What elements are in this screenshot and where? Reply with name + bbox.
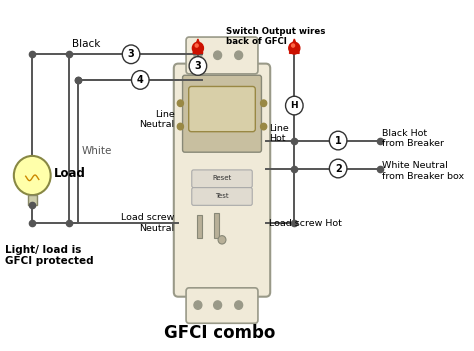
Circle shape (122, 45, 140, 64)
Polygon shape (193, 39, 203, 53)
Circle shape (329, 159, 347, 178)
Text: Reset: Reset (212, 175, 232, 181)
Bar (197, 215, 202, 238)
Circle shape (218, 236, 226, 244)
Circle shape (177, 123, 183, 130)
Circle shape (285, 96, 303, 115)
Circle shape (131, 71, 149, 89)
Circle shape (329, 131, 347, 150)
Bar (28, 195, 36, 205)
Text: Switch Output wires
back of GFCI: Switch Output wires back of GFCI (227, 27, 326, 46)
Circle shape (235, 301, 243, 309)
Text: GFCI combo: GFCI combo (164, 324, 275, 342)
Polygon shape (290, 39, 299, 53)
Text: Test: Test (215, 193, 229, 199)
Text: Load screw
Neutral: Load screw Neutral (121, 213, 175, 233)
Circle shape (194, 51, 202, 59)
Text: Line
Hot: Line Hot (269, 124, 289, 143)
Text: Light/ load is
GFCI protected: Light/ load is GFCI protected (5, 245, 94, 266)
Text: Black Hot
from Breaker: Black Hot from Breaker (382, 128, 444, 148)
FancyBboxPatch shape (174, 64, 270, 297)
Text: Line
Neutral: Line Neutral (139, 110, 175, 129)
Text: Black: Black (72, 39, 100, 49)
Text: H: H (291, 101, 298, 110)
Circle shape (189, 57, 207, 75)
Circle shape (261, 100, 267, 106)
Circle shape (194, 301, 202, 309)
Text: 3: 3 (194, 61, 201, 71)
FancyBboxPatch shape (192, 170, 252, 188)
Circle shape (214, 301, 221, 309)
Circle shape (177, 100, 183, 106)
Text: 1: 1 (335, 135, 341, 146)
Bar (214, 213, 219, 238)
Text: White: White (82, 146, 112, 157)
Text: 4: 4 (137, 75, 144, 85)
Circle shape (14, 156, 51, 195)
FancyBboxPatch shape (186, 37, 258, 74)
Text: 2: 2 (335, 164, 341, 173)
FancyBboxPatch shape (192, 188, 252, 205)
FancyBboxPatch shape (182, 75, 262, 152)
FancyBboxPatch shape (189, 86, 255, 132)
Circle shape (292, 44, 294, 47)
Text: White Neutral
from Breaker box: White Neutral from Breaker box (382, 161, 464, 180)
Text: Load: Load (54, 167, 86, 180)
Circle shape (195, 44, 198, 47)
Text: Load screw Hot: Load screw Hot (269, 219, 342, 227)
Circle shape (214, 51, 221, 59)
Circle shape (289, 42, 300, 54)
FancyBboxPatch shape (186, 288, 258, 323)
Circle shape (261, 123, 267, 130)
Circle shape (235, 51, 243, 59)
Circle shape (192, 42, 203, 54)
Text: 3: 3 (128, 49, 135, 59)
